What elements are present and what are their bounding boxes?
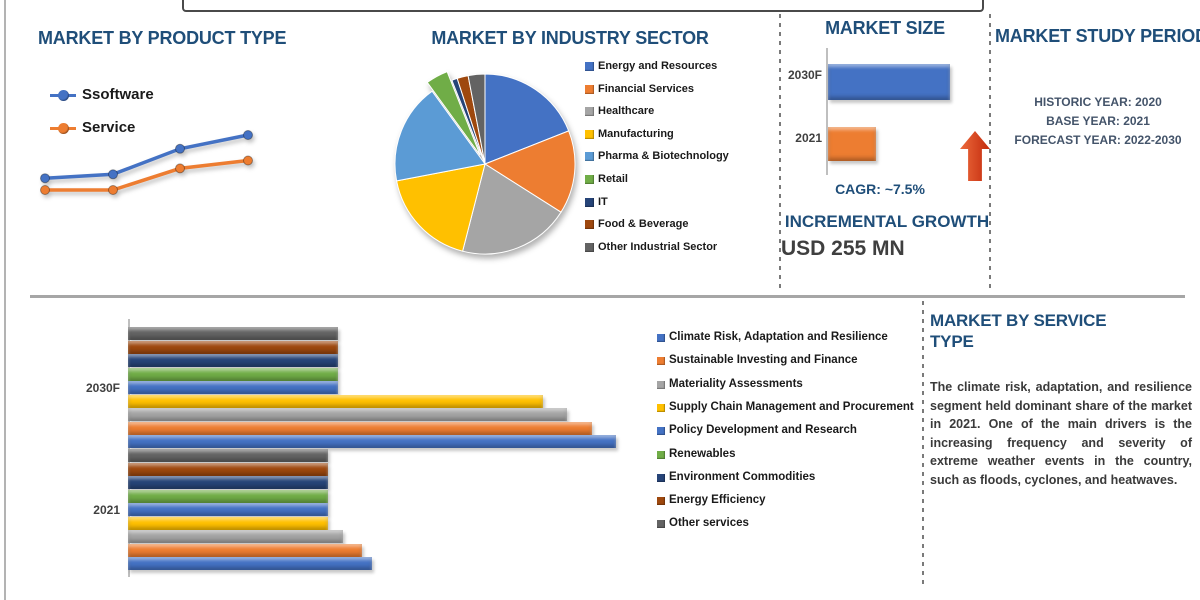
legend-swatch — [585, 220, 594, 230]
legend-label: Policy Development and Research — [669, 424, 857, 437]
legend-label: Climate Risk, Adaptation and Resilience — [669, 331, 888, 343]
pie-slice-manufacturing — [396, 163, 486, 252]
bar-2030f-renewables — [128, 367, 338, 381]
legend-swatch — [585, 175, 594, 184]
bar-2021-energy-efficiency — [128, 462, 328, 476]
legend-label: Other Industrial Sector — [598, 240, 718, 253]
pie-slice-healthcare — [461, 163, 562, 255]
service-type-legend: Climate Risk, Adaptation and Resilience S… — [657, 331, 922, 546]
bar-2030f-materiality-assessments — [128, 408, 567, 421]
bar-2021-renewables — [128, 489, 328, 503]
legend-marker-dot — [58, 123, 69, 134]
dashed-separator-left — [779, 14, 781, 293]
bar-2021-climate-risk-adaptation-and-resilience — [128, 557, 372, 570]
dashed-separator-right — [989, 14, 991, 293]
service-type-label-2030f: 2030F — [85, 381, 120, 395]
page-left-border — [4, 0, 6, 600]
legend-swatch — [585, 107, 594, 117]
legend-label: Renewables — [669, 447, 736, 460]
incremental-growth-value: USD 255 MN — [781, 237, 905, 260]
service-type-title: MARKET BY SERVICE TYPE — [930, 311, 1107, 352]
legend-label: Retail — [598, 173, 628, 185]
legend-swatch — [657, 334, 665, 342]
market-size-axis — [826, 48, 828, 175]
market-size-bar-2021 — [828, 127, 876, 161]
legend-label: Energy Efficiency — [669, 494, 766, 507]
legend-label: Service — [82, 119, 136, 136]
legend-label: Ssoftware — [82, 86, 154, 103]
legend-label: Healthcare — [598, 105, 655, 118]
market-size-title: MARKET SIZE — [825, 18, 945, 38]
incremental-growth-label: INCREMENTAL GROWTH — [784, 212, 990, 231]
legend-label: Energy and Resources — [598, 60, 718, 72]
legend-label: Pharma & Biotechnology — [598, 150, 729, 163]
product-type-line-chart — [28, 78, 268, 208]
study-period-historic: HISTORIC YEAR: 2020 — [1034, 95, 1162, 109]
legend-label: Other services — [669, 517, 749, 530]
legend-label: Sustainable Investing and Finance — [669, 354, 858, 367]
legend-swatch — [657, 427, 665, 436]
bar-2030f-environment-commodities — [128, 354, 338, 367]
bar-2030f-other-services — [128, 327, 338, 340]
legend-swatch — [657, 473, 665, 482]
service-type-body: The climate risk, adaptation, and resili… — [930, 380, 1192, 487]
legend-label: Financial Services — [598, 82, 694, 95]
bar-2021-policy-development-and-research — [128, 503, 328, 516]
pie-slice-financial-services — [483, 130, 576, 213]
pie-slice-pharma-biotechnology — [394, 90, 486, 182]
market-size-label-2021: 2021 — [795, 131, 822, 145]
legend-marker-dot — [58, 90, 69, 101]
study-period-base: BASE YEAR: 2021 — [1046, 114, 1150, 128]
legend-swatch — [657, 450, 665, 459]
legend-swatch — [585, 152, 594, 162]
service-type-bar-chart: 2030F 2021 — [60, 315, 645, 587]
product-type-title: MARKET BY PRODUCT TYPE — [38, 28, 287, 48]
legend-swatch — [585, 242, 594, 252]
legend-swatch — [657, 497, 665, 506]
bar-2030f-supply-chain-management-and-procurement — [128, 394, 543, 408]
bar-2021-materiality-assessments — [128, 530, 343, 543]
industry-sector-legend: Energy and Resources Financial Services He… — [585, 60, 780, 260]
bar-2030f-energy-efficiency — [128, 340, 338, 354]
pie-slice-energy-and-resources — [484, 73, 570, 165]
growth-up-arrow-icon — [960, 131, 990, 181]
legend-swatch — [585, 197, 594, 207]
dashed-separator-bottom — [922, 301, 924, 588]
bar-2021-other-services — [128, 449, 328, 462]
legend-label: IT — [598, 195, 608, 208]
legend-label: Food & Beverage — [598, 218, 689, 231]
legend-label: Materiality Assessments — [669, 377, 803, 390]
top-partial-search-bar[interactable] — [182, 0, 984, 12]
industry-sector-pie-chart — [388, 64, 588, 269]
market-size-label-2030f: 2030F — [787, 68, 822, 82]
legend-swatch — [657, 380, 665, 389]
bar-2021-supply-chain-management-and-procurement — [128, 516, 328, 530]
pie-slice-other-industrial-sector — [467, 73, 486, 165]
legend-label: Manufacturing — [598, 127, 674, 140]
market-size-bar-2030f — [828, 64, 950, 100]
cagr-text: CAGR: ~7.5% — [835, 181, 925, 197]
legend-label: Environment Commodities — [669, 470, 816, 483]
bar-2021-environment-commodities — [128, 476, 328, 489]
service-type-axis — [128, 319, 130, 577]
study-period-title: MARKET STUDY PERIOD — [995, 26, 1200, 46]
legend-swatch — [585, 62, 594, 71]
bar-2021-sustainable-investing-and-finance — [128, 543, 362, 557]
study-period-forecast: FORECAST YEAR: 2022-2030 — [1014, 133, 1182, 147]
bar-2030f-climate-risk-adaptation-and-resilience — [128, 435, 616, 448]
pie-slice-retail — [426, 70, 481, 156]
legend-swatch — [585, 84, 594, 94]
legend-swatch — [657, 403, 665, 412]
legend-swatch — [585, 129, 594, 139]
industry-sector-title: MARKET BY INDUSTRY SECTOR — [431, 28, 709, 48]
bar-2030f-sustainable-investing-and-finance — [128, 421, 592, 435]
section-divider — [30, 295, 1185, 298]
legend-swatch — [657, 520, 665, 529]
legend-swatch — [657, 357, 665, 366]
service-type-label-2021: 2021 — [93, 503, 120, 517]
bar-2030f-policy-development-and-research — [128, 381, 338, 394]
legend-label: Supply Chain Management and Procurement — [669, 400, 914, 413]
